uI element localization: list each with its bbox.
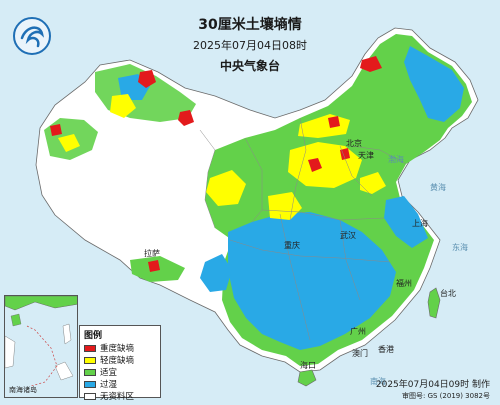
region-severe-xinjiang-1 [138,70,156,88]
region-severe-xinjiang-3 [50,124,62,136]
inset-label: 南海诸岛 [9,386,37,394]
label-east-sea: 东海 [452,242,468,252]
region-severe-northeast [360,56,382,72]
region-severe-inner-mongolia [328,116,340,128]
label-shanghai: 上海 [412,218,428,228]
made-time: 2025年07月04日09时 制作 [375,380,490,390]
legend-label-severe: 重度缺墒 [100,344,135,354]
province-borders [199,117,407,341]
legend-swatch-wet [84,380,96,388]
issuing-org: 中央气象台 [219,59,280,73]
inset-map [5,296,77,387]
label-beijing: 北京 [346,138,362,148]
region-light-xinjiang-west [58,134,80,152]
legend-item-suitable: 适宜 [84,366,156,378]
legend-label-nodata: 无资料区 [100,392,135,402]
legend: 图例 重度缺墒 轻度缺墒 适宜 过湿 无资料区 [79,325,161,402]
label-lhasa: 拉萨 [144,248,160,258]
legend-title: 图例 [84,331,103,341]
hainan-island [297,369,317,387]
legend-swatch-light [84,356,96,364]
region-light-xinjiang [110,94,136,118]
label-hongkong: 香港 [378,344,394,354]
label-macau: 澳门 [352,348,368,358]
legend-swatch-severe [84,344,96,352]
region-wet-east-coast [384,196,428,248]
issue-time: 2025年07月04日08时 [193,39,307,52]
label-taipei: 台北 [440,288,456,298]
legend-swatch-nodata [84,392,96,400]
label-tianjin: 天津 [358,150,374,160]
label-wuhan: 武汉 [340,230,356,240]
label-south-sea: 南海 [370,376,386,386]
south-china-sea-inset: 南海诸岛 [4,295,78,398]
region-severe-xinjiang-2 [178,110,194,126]
legend-label-wet: 过湿 [100,380,118,390]
approval-number: 审图号: GS (2019) 3082号 [402,392,490,400]
region-severe-hebei [340,148,350,160]
region-wet-south [228,212,396,350]
region-light-gansu [206,170,246,206]
legend-label-light: 轻度缺墒 [100,356,135,366]
legend-label-suitable: 适宜 [100,368,118,378]
legend-item-wet: 过湿 [84,378,156,390]
region-wet-sichuan [200,254,232,292]
footer: 2025年07月04日09时 制作 审图号: GS (2019) 3082号 [376,377,490,401]
region-severe-north-china [308,158,322,172]
region-wet-northeast [404,46,464,122]
title-block: 30厘米土壤墒情 2025年07月04日08时 中央气象台 [0,14,500,74]
legend-item-severe: 重度缺墒 [84,342,156,354]
region-light-shandong [360,172,386,194]
cma-logo-icon [13,17,51,55]
label-bohai: 渤海 [388,154,404,164]
region-severe-south-xinjiang [148,260,160,272]
legend-item-light: 轻度缺墒 [84,354,156,366]
label-guangzhou: 广州 [350,326,366,336]
label-haikou: 海口 [300,360,316,370]
legend-swatch-suitable [84,368,96,376]
label-chongqing: 重庆 [284,240,300,250]
page-title: 30厘米土壤墒情 [198,17,302,33]
taiwan-island [427,287,441,319]
legend-item-nodata: 无资料区 [84,390,156,402]
label-fuzhou: 福州 [396,279,412,288]
label-yellow-sea: 黄海 [430,182,446,192]
